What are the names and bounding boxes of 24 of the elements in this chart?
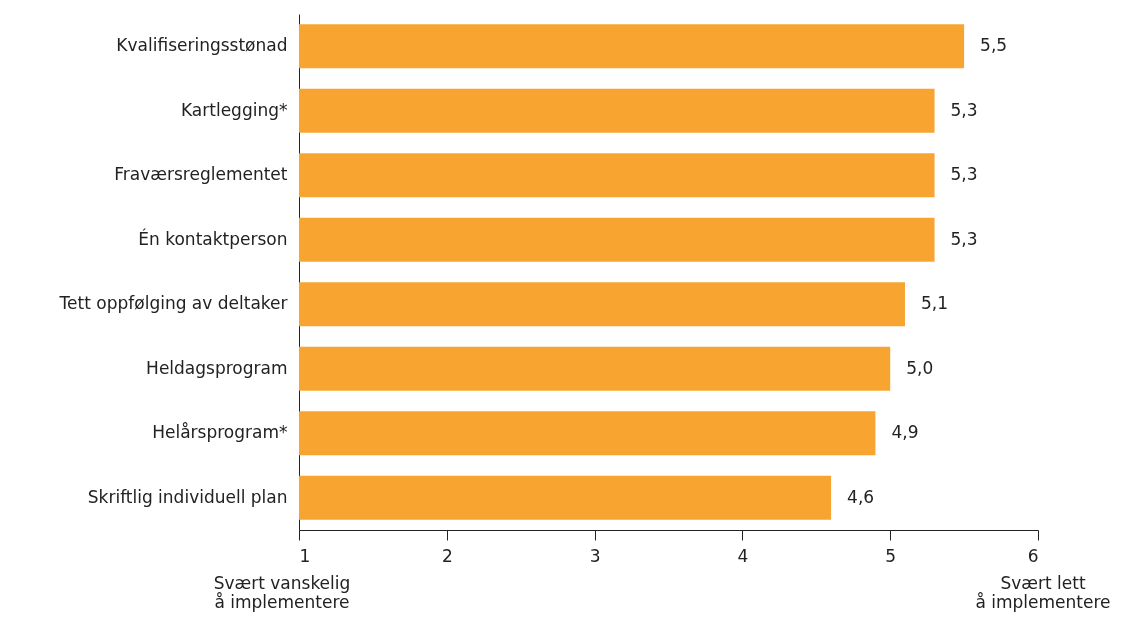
x-tick-label: 6 [1027, 545, 1039, 566]
text: Svært vanskelig å implementere [213, 573, 351, 612]
y-tick-label: Én kontaktperson [138, 227, 288, 249]
y-tick-label: Tett oppfølging av deltaker [58, 293, 288, 314]
data-label: 5,3 [950, 228, 978, 249]
data-label: 5,5 [980, 35, 1008, 56]
data-label: 5,1 [920, 293, 949, 314]
x-tick-label: 5 [885, 545, 897, 566]
data-label: 4,6 [847, 486, 875, 507]
text: Svært lett å implementere [975, 573, 1111, 612]
y-tick-label: Kartlegging* [181, 99, 288, 120]
data-label: 5,3 [950, 99, 978, 120]
y-tick-label: Kvalifiseringsstønad [116, 35, 288, 56]
data-label: 5,0 [906, 357, 934, 378]
y-tick-label: Heldagsprogram [146, 357, 288, 378]
data-label: 4,9 [891, 422, 919, 443]
x-tick-label: 3 [589, 545, 601, 566]
y-tick-label: Fraværsreglementet [114, 164, 288, 185]
data-label: 5,3 [950, 164, 978, 185]
x-tick-label: 2 [441, 545, 453, 566]
y-tick-label: Helårsprogram* [152, 422, 288, 443]
x-tick-label: 4 [737, 545, 749, 566]
x-tick-label: 1 [299, 545, 311, 566]
y-tick-label: Skriftlig individuell plan [87, 486, 288, 507]
